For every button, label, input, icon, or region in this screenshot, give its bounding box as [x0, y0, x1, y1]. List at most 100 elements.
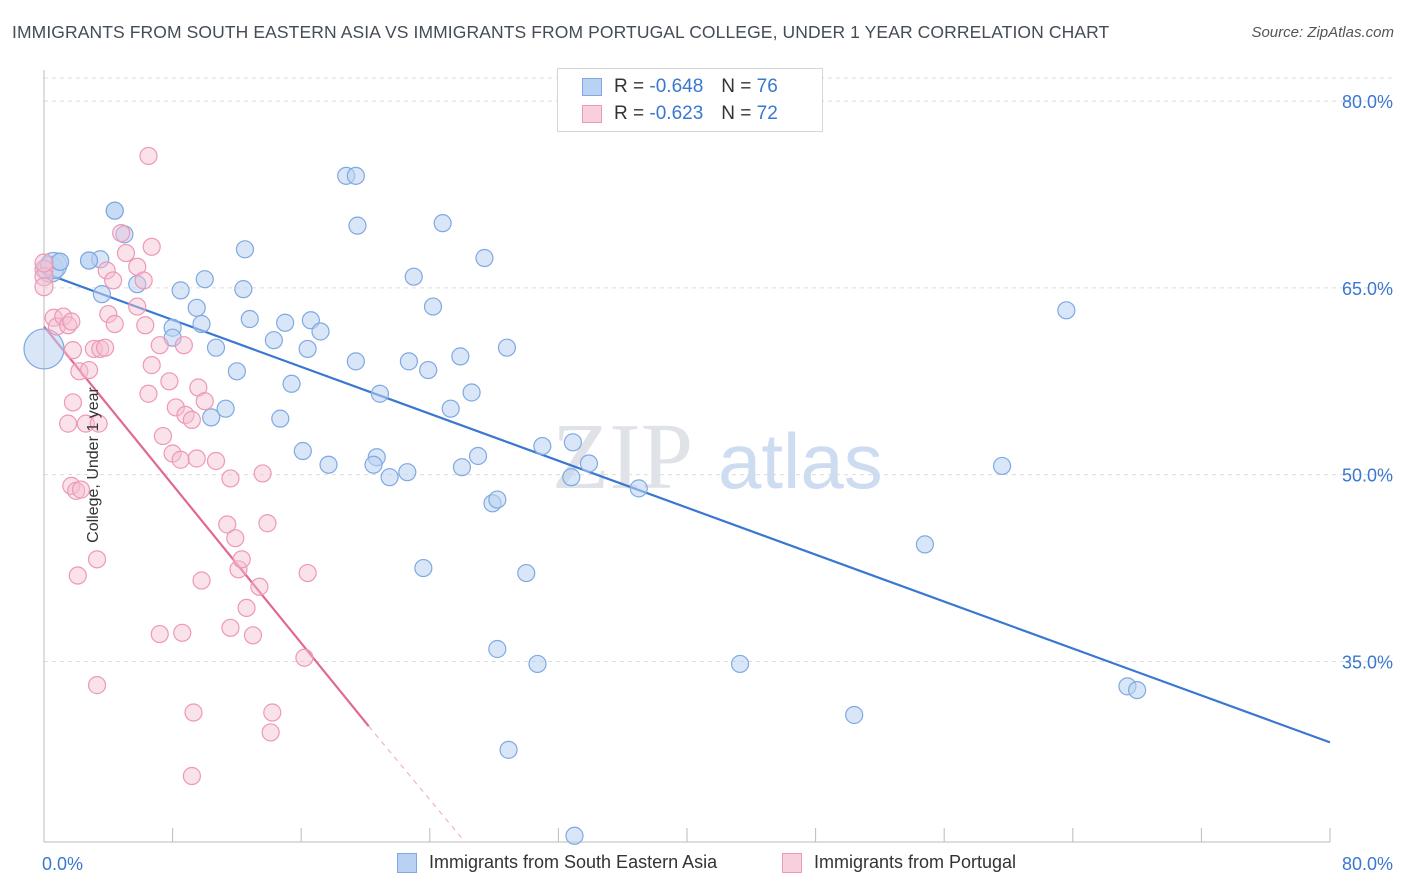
data-point-portugal	[174, 336, 193, 355]
data-point-portugal	[116, 243, 136, 263]
y-tick-label: 80.0%	[1342, 92, 1393, 112]
data-point-sea	[414, 558, 433, 578]
data-point-portugal	[134, 271, 153, 290]
data-point-portugal	[263, 703, 282, 722]
data-point-portugal	[173, 623, 192, 642]
data-point-portugal	[142, 237, 161, 256]
data-point-portugal	[34, 253, 54, 273]
data-point-sea	[202, 408, 221, 427]
data-point-sea	[276, 313, 295, 332]
data-point-portugal	[221, 618, 240, 637]
data-point-portugal	[142, 356, 161, 375]
data-point-sea	[488, 490, 507, 509]
x-tick-labels: 0.0% 80.0%	[42, 854, 1393, 874]
data-point-sea	[298, 339, 317, 359]
legend-r-label: R =	[614, 103, 645, 124]
data-point-portugal	[171, 450, 190, 469]
data-point-portugal	[68, 566, 87, 585]
data-point-portugal	[166, 398, 185, 417]
data-point-sea	[319, 455, 338, 474]
data-point-sea	[187, 298, 206, 317]
data-point-sea	[105, 201, 124, 220]
data-point-sea	[364, 455, 383, 474]
data-point-portugal	[76, 414, 95, 433]
data-point-portugal	[70, 362, 89, 381]
data-point-sea	[452, 458, 472, 477]
legend-n-label: N =	[721, 103, 752, 124]
data-point-portugal	[226, 529, 245, 548]
data-point-portugal	[184, 703, 203, 722]
data-point-portugal	[150, 336, 169, 355]
data-point-portugal	[128, 297, 147, 316]
legend-row-blue: R = -0.648 N = 76	[582, 75, 778, 99]
data-point-portugal	[34, 277, 54, 297]
data-point-portugal	[243, 626, 263, 645]
legend-swatch-blue	[582, 78, 602, 96]
source-label: Source: ZipAtlas.com	[1251, 24, 1394, 41]
data-point-sea	[311, 322, 330, 341]
bottom-legend-blue: Immigrants from South Eastern Asia	[397, 852, 717, 873]
data-point-sea	[92, 285, 111, 304]
data-point-sea	[195, 270, 214, 289]
legend-n-value: 76	[756, 76, 778, 97]
data-point-portugal	[295, 648, 314, 667]
data-point-portugal	[79, 360, 99, 380]
data-point-portugal	[34, 267, 54, 287]
data-point-sea	[399, 352, 419, 371]
legend-r-value: -0.648	[649, 76, 704, 97]
data-point-portugal	[71, 480, 91, 499]
data-point-sea	[497, 338, 517, 357]
data-point-portugal	[87, 550, 107, 569]
legend-r-label: R =	[614, 76, 645, 97]
data-point-sea	[419, 360, 438, 380]
data-point-sea	[1127, 680, 1147, 700]
data-point-sea	[264, 331, 283, 350]
data-point-portugal	[95, 338, 115, 357]
data-point-portugal	[139, 146, 158, 166]
data-point-sea	[216, 399, 235, 418]
data-point-sea	[271, 409, 290, 428]
data-point-portugal	[221, 469, 240, 488]
trend-line-sea	[43, 271, 1331, 744]
legend-swatch-pink	[582, 105, 602, 123]
data-point-portugal	[150, 624, 169, 644]
y-tick-label: 35.0%	[1342, 652, 1393, 672]
data-point-portugal	[153, 426, 173, 446]
data-point-portugal	[59, 414, 78, 433]
data-point-sea	[730, 654, 750, 674]
data-point-sea	[282, 374, 301, 393]
data-point-sea	[398, 463, 417, 482]
data-point-sea	[462, 383, 481, 402]
x-tick-label: 0.0%	[42, 854, 83, 874]
watermark-atlas: atlas	[718, 417, 883, 505]
data-point-portugal	[62, 476, 81, 495]
data-point-portugal	[232, 550, 251, 569]
data-point-sea	[206, 338, 226, 357]
data-point-sea	[468, 446, 488, 466]
data-point-portugal	[139, 384, 158, 403]
data-point-sea	[475, 248, 494, 268]
bottom-legend-label: Immigrants from South Eastern Asia	[429, 852, 718, 872]
data-point-portugal	[229, 560, 248, 579]
data-point-portugal	[298, 563, 317, 583]
data-point-sea	[79, 251, 99, 270]
data-point-portugal	[192, 571, 211, 590]
data-point-sea	[845, 705, 864, 725]
data-point-sea	[404, 267, 423, 286]
data-point-portugal	[253, 464, 272, 483]
data-point-portugal	[195, 392, 214, 411]
data-point-sea	[562, 468, 581, 487]
y-tick-labels: 35.0% 50.0% 65.0% 80.0%	[1342, 92, 1393, 672]
data-point-portugal	[104, 271, 123, 290]
data-point-sea	[380, 468, 399, 487]
data-point-portugal	[250, 577, 269, 596]
data-point-portugal	[182, 410, 201, 429]
legend-r-value: -0.623	[649, 103, 704, 124]
data-point-portugal	[97, 261, 116, 280]
data-point-sea	[517, 563, 536, 583]
data-point-portugal	[105, 314, 124, 334]
data-point-sea	[565, 826, 584, 845]
data-point-sea	[533, 436, 552, 456]
bottom-legend-label: Immigrants from Portugal	[814, 852, 1017, 872]
data-point-portugal	[63, 393, 83, 412]
